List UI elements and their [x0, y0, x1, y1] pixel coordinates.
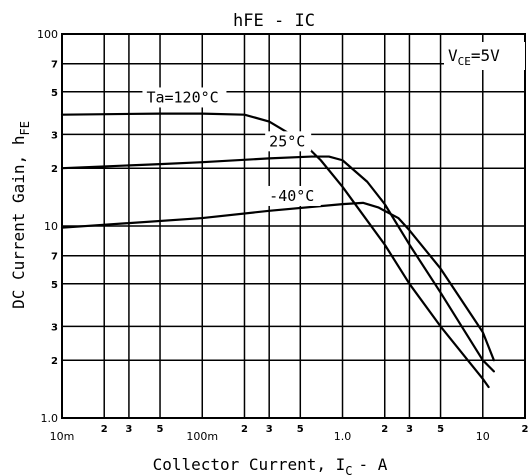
series-line [60, 112, 490, 389]
series-line [60, 155, 495, 373]
x-tick-label: 10m [50, 430, 75, 443]
y-tick-label: 100 [37, 28, 58, 41]
series-label: Ta=120°C [146, 88, 218, 106]
x-axis-label-suffix: - A [358, 455, 387, 474]
grid-layer [61, 33, 526, 419]
x-axis-label-main: Collector Current, I [153, 455, 346, 474]
y-tick-label: 2 [51, 164, 58, 175]
y-tick-label: 10 [44, 220, 58, 233]
x-axis-label: Collector Current, IC - A [153, 455, 388, 475]
y-tick-label: 7 [51, 252, 58, 263]
plot-frame [61, 33, 526, 419]
vce-annotation-sub: CE [458, 55, 471, 68]
y-tick-label: 5 [51, 280, 58, 291]
y-tick-label: 5 [51, 88, 58, 99]
y-tick-label: 7 [51, 60, 58, 71]
x-tick-label: 5 [157, 424, 164, 435]
x-tick-label: 1.0 [334, 430, 352, 443]
series-line [60, 201, 495, 362]
x-axis-label-sub: C [345, 464, 352, 475]
series-label-background [265, 131, 312, 152]
series-label-background [142, 87, 227, 108]
tick-layer: 10m 2 3 5 100m 2 3 5 1.0 2 3 5 10 2 100 7 5 3 2 10 7 5 3 2 1.0 [37, 28, 529, 443]
vce-annotation: VCE=5V [448, 46, 500, 68]
x-tick-label: 100m [186, 430, 218, 443]
y-axis-label-sub: FE [18, 121, 32, 135]
x-tick-label: 2 [241, 424, 248, 435]
x-tick-label: 3 [125, 424, 132, 435]
series-label-background [265, 185, 321, 206]
y-tick-label: 3 [51, 130, 58, 141]
y-tick-label: 1.0 [41, 412, 59, 425]
series-layer [60, 112, 495, 389]
chart-title: hFE - IC [233, 11, 315, 31]
plot-border [61, 33, 526, 419]
x-tick-label: 3 [406, 424, 413, 435]
y-axis-label-main: DC Current Gain, h [9, 136, 28, 309]
label-layer: Ta=120°C 25°C -40°C [142, 87, 321, 206]
vce-annotation-background [444, 42, 525, 70]
series-label: 25°C [269, 132, 305, 150]
x-tick-label: 2 [101, 424, 108, 435]
y-axis-label: DC Current Gain, hFE [9, 121, 32, 309]
x-tick-label: 3 [266, 424, 273, 435]
x-tick-label: 10 [476, 430, 490, 443]
vce-annotation-prefix: V [448, 46, 458, 65]
vce-annotation-suffix: =5V [471, 46, 500, 65]
x-tick-label: 2 [522, 424, 529, 435]
x-tick-label: 5 [297, 424, 304, 435]
x-tick-label: 5 [437, 424, 444, 435]
x-tick-label: 2 [381, 424, 388, 435]
y-tick-label: 2 [51, 356, 58, 367]
series-label: -40°C [269, 187, 314, 205]
y-tick-label: 3 [51, 322, 58, 333]
